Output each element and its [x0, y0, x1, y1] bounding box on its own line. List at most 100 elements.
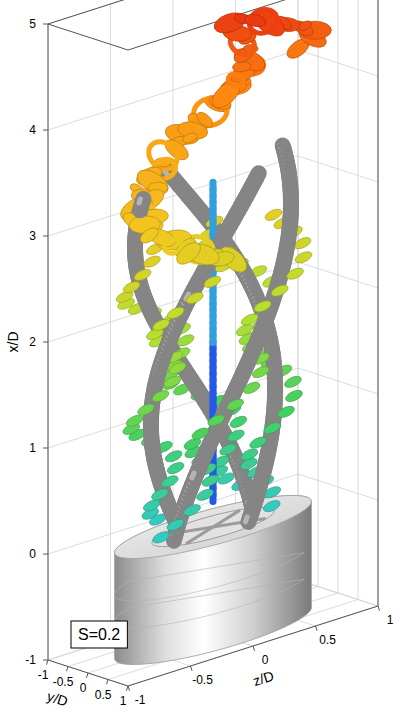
- vortex-blob: [293, 249, 313, 265]
- grid-line: [378, 0, 379, 606]
- tick-mark: [106, 680, 108, 685]
- tick-label: 1: [29, 441, 36, 455]
- vortex-blob: [185, 290, 205, 306]
- tick-label: -1: [38, 668, 49, 682]
- grid-line: [318, 0, 319, 587]
- vortex-blob: [276, 404, 296, 420]
- vortex-blob: [190, 426, 210, 442]
- tick-mark: [316, 626, 318, 631]
- tick-mark: [378, 606, 380, 611]
- tick-mark: [43, 342, 48, 343]
- annotation-box: [71, 621, 127, 648]
- tick-mark: [191, 666, 193, 671]
- tick-label: 1: [120, 694, 127, 708]
- vortex-ring: [226, 72, 244, 88]
- vortex-blob: [166, 460, 186, 476]
- tick-label: 0: [29, 547, 36, 561]
- vortex-blob: [242, 380, 262, 396]
- tick-label: 0: [80, 681, 87, 695]
- tick-label: -1: [25, 653, 36, 667]
- tick-mark: [253, 646, 255, 651]
- vortex-core: [210, 182, 217, 190]
- tick-label: 1: [387, 613, 394, 627]
- vortex-blob: [122, 279, 142, 295]
- tick-label: 0.5: [319, 633, 336, 647]
- annotation-text: S=0.2: [78, 626, 120, 643]
- box-edge: [48, 24, 128, 50]
- vortex-blob: [206, 413, 226, 429]
- vortex-blob: [166, 305, 186, 321]
- annotation: S=0.2: [71, 621, 127, 648]
- tick-mark: [43, 130, 48, 131]
- tick-label: 0.5: [95, 688, 112, 702]
- tick-mark: [86, 673, 88, 678]
- vortex-blob: [136, 402, 156, 418]
- chart-svg: -1 0 1 2 3 4 5 -1 -0.5 0 0.5 1 -1 -0.5 0 0.5 1 x/D y/D z/D S…: [0, 0, 401, 719]
- tick-mark: [43, 236, 48, 237]
- tick-mark: [43, 24, 48, 25]
- vortex-blob: [164, 448, 184, 464]
- vortex-blob: [167, 360, 187, 376]
- vortex-tube-highlight: [245, 517, 247, 522]
- vortex-blob: [150, 388, 170, 404]
- axis-title: z/D: [251, 667, 276, 689]
- axis-title: x/D: [5, 332, 21, 353]
- vortex-blob: [173, 238, 205, 268]
- grid-line: [110, 4, 111, 640]
- tick-label: 2: [29, 335, 36, 349]
- vortex-blob: [182, 502, 202, 518]
- vortex-blob: [151, 530, 171, 546]
- nozzle-body: [115, 495, 312, 664]
- vortex-blob: [285, 266, 305, 282]
- vortex-blob: [283, 374, 303, 390]
- axes: -1 0 1 2 3 4 5 -1 -0.5 0 0.5 1 -1 -0.5 0 0.5 1 x/D y/D z/D: [5, 17, 394, 709]
- vortex-tube-highlight: [192, 473, 194, 478]
- chart-container: -1 0 1 2 3 4 5 -1 -0.5 0 0.5 1 -1 -0.5 0 0.5 1 x/D y/D z/D S…: [0, 0, 401, 719]
- vortex-blob: [232, 61, 251, 73]
- tick-mark: [46, 660, 48, 665]
- vortex-blob: [239, 447, 259, 463]
- vortex-tube-highlight: [139, 199, 140, 203]
- vortex-blob: [165, 517, 185, 533]
- vortex-blob: [160, 474, 180, 490]
- tick-label: 3: [29, 229, 36, 243]
- vortex-blob: [270, 283, 290, 299]
- vortex-blob: [142, 498, 162, 514]
- vortex-blob: [248, 435, 268, 451]
- vortex-blob: [240, 312, 260, 328]
- vortex-blob: [208, 76, 245, 112]
- tick-mark: [43, 448, 48, 449]
- nozzle: [115, 495, 312, 664]
- vortex-blob: [138, 225, 161, 246]
- tick-label: -0.5: [192, 673, 213, 687]
- tick-label: -1: [135, 693, 146, 707]
- tick-label: 4: [29, 123, 36, 137]
- swirler-vane: [213, 510, 240, 527]
- tick-label: 0: [262, 653, 269, 667]
- plot-area: [115, 4, 332, 664]
- vortex-blob: [262, 420, 282, 436]
- vortex-blob: [133, 267, 153, 283]
- vortex-blob: [142, 254, 162, 270]
- tick-label: -0.5: [53, 675, 74, 689]
- grid-line: [298, 0, 299, 580]
- vortex-blob: [225, 397, 245, 413]
- grid-line: [298, 0, 299, 580]
- vortex-blob: [284, 388, 304, 404]
- vortex-tube-highlight: [164, 171, 167, 174]
- tick-mark: [128, 686, 130, 691]
- axis-title: y/D: [45, 688, 70, 710]
- tick-label: 5: [29, 17, 36, 31]
- vortex-blob: [181, 131, 199, 145]
- vortex-blob: [263, 207, 283, 223]
- grid: [48, 0, 378, 686]
- vortex-blob: [226, 428, 246, 444]
- vortex-blob: [218, 442, 238, 458]
- vortex-structures: [115, 4, 332, 545]
- vortex-blob: [253, 299, 273, 315]
- nozzle-band: [115, 553, 304, 601]
- grid-line: [338, 0, 339, 593]
- vortex-blob: [202, 274, 222, 290]
- box-edge: [378, 0, 379, 606]
- nozzle-band: [115, 579, 304, 627]
